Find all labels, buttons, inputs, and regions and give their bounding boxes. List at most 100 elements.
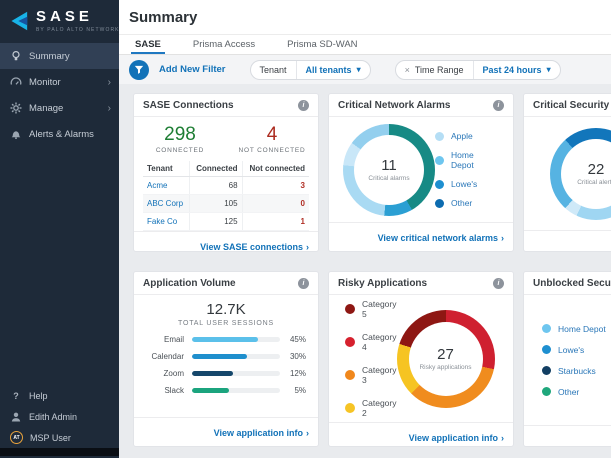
legend-item[interactable]: Home Depot (435, 150, 495, 170)
card-title: Critical Security Alerts (533, 100, 611, 111)
sase-logo: SASE BY PALO ALTO NETWORKS (0, 0, 123, 39)
sidebar-item-label: Alerts & Alarms (29, 128, 94, 140)
bar-track (192, 337, 280, 342)
close-icon[interactable]: × (404, 64, 410, 75)
sidebar-item-alerts-alarms[interactable]: Alerts & Alarms (0, 121, 119, 147)
connected-label: CONNECTED (155, 147, 205, 154)
filter-bar: Add New Filter Tenant All tenants ▾ × Ti… (119, 55, 611, 84)
time-range-value[interactable]: Past 24 hours ▾ (482, 64, 551, 75)
security-alerts-donut-chart: 22 Critical alerts (550, 127, 611, 220)
card-critical-network-alarms: Critical Network Alarms i 11 Critical al… (328, 93, 514, 252)
tab-bar: SASE Prisma Access Prisma SD-WAN (119, 34, 611, 55)
tab-sase[interactable]: SASE (131, 35, 165, 54)
info-icon[interactable]: i (493, 278, 504, 289)
tab-prisma-sdwan[interactable]: Prisma SD-WAN (287, 39, 358, 50)
tab-prisma-access[interactable]: Prisma Access (192, 39, 256, 50)
alarm-count-label: Critical alarms (368, 175, 410, 182)
page-header: Summary (119, 0, 611, 34)
info-icon[interactable]: i (298, 100, 309, 111)
sidebar-item-help[interactable]: ? Help (0, 385, 119, 406)
legend-dot (435, 198, 444, 208)
sidebar: SASE BY PALO ALTO NETWORKS Summary Monit… (0, 0, 123, 458)
bar-row: Calendar 30% (151, 352, 306, 361)
sidebar-item-monitor[interactable]: Monitor › (0, 69, 119, 95)
bell-icon (10, 128, 22, 140)
logo-subtitle: BY PALO ALTO NETWORKS (36, 27, 125, 33)
view-application-info-link[interactable]: View application info › (213, 428, 309, 438)
column-header: Not connected (241, 161, 309, 177)
alert-count: 22 (587, 161, 605, 178)
not-connected-cell: 0 (241, 194, 309, 213)
sidebar-item-manage[interactable]: Manage › (0, 95, 119, 121)
card-title: Critical Network Alarms (338, 100, 451, 111)
alarm-count: 11 (381, 157, 397, 174)
bar-percent: 5% (294, 386, 306, 395)
sidebar-item-label: Help (29, 390, 48, 401)
legend-dot (345, 403, 355, 413)
chevron-right-icon: › (501, 433, 504, 443)
legend-item[interactable]: Lowe's (435, 179, 495, 189)
tenant-link[interactable]: Acme (143, 176, 190, 195)
table-row: Fake Co 125 1 (143, 212, 309, 231)
sidebar-nav: Summary Monitor › Manage › Alerts & Alar… (0, 43, 119, 147)
tenant-table: Tenant Connected Not connected Acme 68 3… (143, 161, 309, 231)
time-range-filter-pill: × Time Range Past 24 hours ▾ (394, 59, 561, 80)
legend-item[interactable]: Lowe's (542, 345, 606, 355)
view-critical-network-alarms-link[interactable]: View critical network alarms › (377, 233, 504, 243)
legend-item[interactable]: Category 2 (345, 398, 397, 418)
question-mark-icon: ? (13, 390, 19, 401)
legend-dot (542, 345, 551, 354)
card-title: Application Volume (143, 278, 236, 289)
card-unblocked-security-threats: Unblocked Security Threats i Home Depot … (523, 271, 611, 447)
alert-count-label: Critical alerts (577, 179, 611, 186)
add-new-filter-link[interactable]: Add New Filter (159, 64, 226, 75)
legend-dot (542, 324, 551, 333)
tenant-link[interactable]: ABC Corp (143, 194, 190, 213)
page-title: Summary (129, 9, 198, 26)
risky-app-count: 27 (437, 346, 454, 363)
filter-button[interactable] (129, 59, 149, 80)
legend-item[interactable]: Other (542, 387, 606, 397)
view-sase-connections-link[interactable]: View SASE connections › (200, 242, 309, 252)
chart-legend: Apple Home Depot Lowe's Other (435, 131, 495, 208)
legend-dot (435, 179, 444, 189)
sidebar-bottom-strip (0, 448, 119, 456)
tenant-link[interactable]: Fake Co (143, 212, 190, 231)
view-application-info-link[interactable]: View application info › (408, 433, 504, 443)
table-row: ABC Corp 105 0 (143, 194, 309, 213)
bulb-icon (10, 50, 22, 62)
not-connected-cell: 3 (241, 176, 309, 195)
sidebar-item-summary[interactable]: Summary (0, 43, 119, 69)
legend-item[interactable]: Category 5 (345, 299, 397, 319)
network-alarms-donut-chart: 11 Critical alarms (343, 123, 435, 216)
card-footer (524, 230, 611, 251)
card-title: Risky Applications (338, 278, 428, 289)
card-risky-applications: Risky Applications i Category 5 Category… (328, 271, 514, 447)
card-critical-security-alerts: Critical Security Alerts i 22 Critical a… (523, 93, 611, 252)
chevron-down-icon: ▾ (356, 65, 361, 74)
sidebar-item-user[interactable]: Edith Admin (0, 406, 119, 427)
column-header: Tenant (143, 161, 190, 177)
info-icon[interactable]: i (298, 278, 309, 289)
legend-item[interactable]: Apple (435, 131, 495, 141)
legend-item[interactable]: Category 3 (345, 365, 397, 385)
bar-fill (192, 388, 229, 393)
legend-item[interactable]: Other (435, 198, 495, 208)
bar-fill (192, 354, 247, 359)
gear-icon (10, 102, 22, 114)
total-sessions-value: 12.7K (206, 301, 246, 318)
logo-title: SASE (36, 8, 93, 25)
bar-percent: 45% (289, 335, 306, 344)
legend-item[interactable]: Starbucks (542, 366, 606, 376)
tenant-filter-label: Tenant (251, 60, 297, 79)
sidebar-item-label: Monitor (29, 76, 61, 88)
sidebar-item-msp-user[interactable]: AT MSP User (0, 427, 119, 448)
legend-item[interactable]: Home Depot (542, 324, 606, 334)
tenant-filter-value[interactable]: All tenants ▾ (305, 64, 361, 75)
application-volume-chart: 12.7K TOTAL USER SESSIONS Email 45% Cale… (134, 295, 318, 417)
risky-app-count-label: Risky applications (419, 364, 472, 371)
info-icon[interactable]: i (493, 100, 504, 111)
legend-dot (542, 366, 551, 375)
legend-item[interactable]: Category 4 (345, 332, 397, 352)
person-icon (10, 411, 22, 423)
